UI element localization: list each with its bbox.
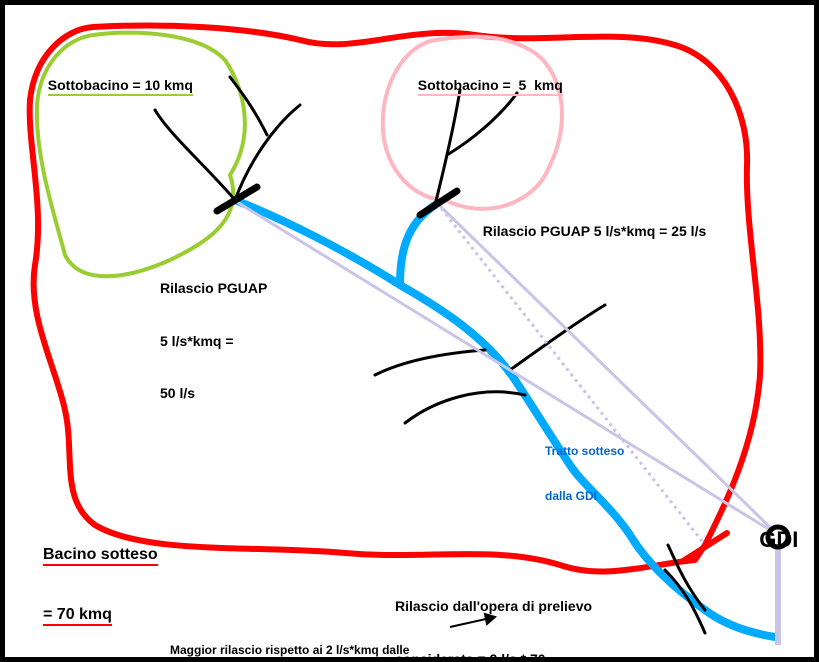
pguap-right-label: Rilascio PGUAP 5 l/s*kmq = 25 l/s [475, 205, 706, 240]
diagram-frame: Sottobacino = 10 kmq Sottobacino = 5 kmq… [0, 0, 819, 662]
pguap-left-label: Rilascio PGUAP 5 l/s*kmq = 50 l/s [160, 245, 267, 420]
gdi-bar [683, 533, 727, 561]
subbasin-left-label: Sottobacino = 10 kmq [40, 59, 193, 94]
gdi-label: GDI [747, 498, 798, 553]
bacino-sotteso-label: Bacino sotteso = 70 kmq [43, 505, 158, 645]
rilascio-label: Rilascio dall'opera di prelievo consider… [395, 563, 592, 662]
subbasin-right-label: Sottobacino = 5 kmq [410, 59, 563, 94]
tratto-label: Tratto sotteso dalla GDI [545, 414, 624, 519]
maggior-rilascio-label: Maggior rilascio rispetto ai 2 l/s*kmq d… [170, 613, 409, 662]
